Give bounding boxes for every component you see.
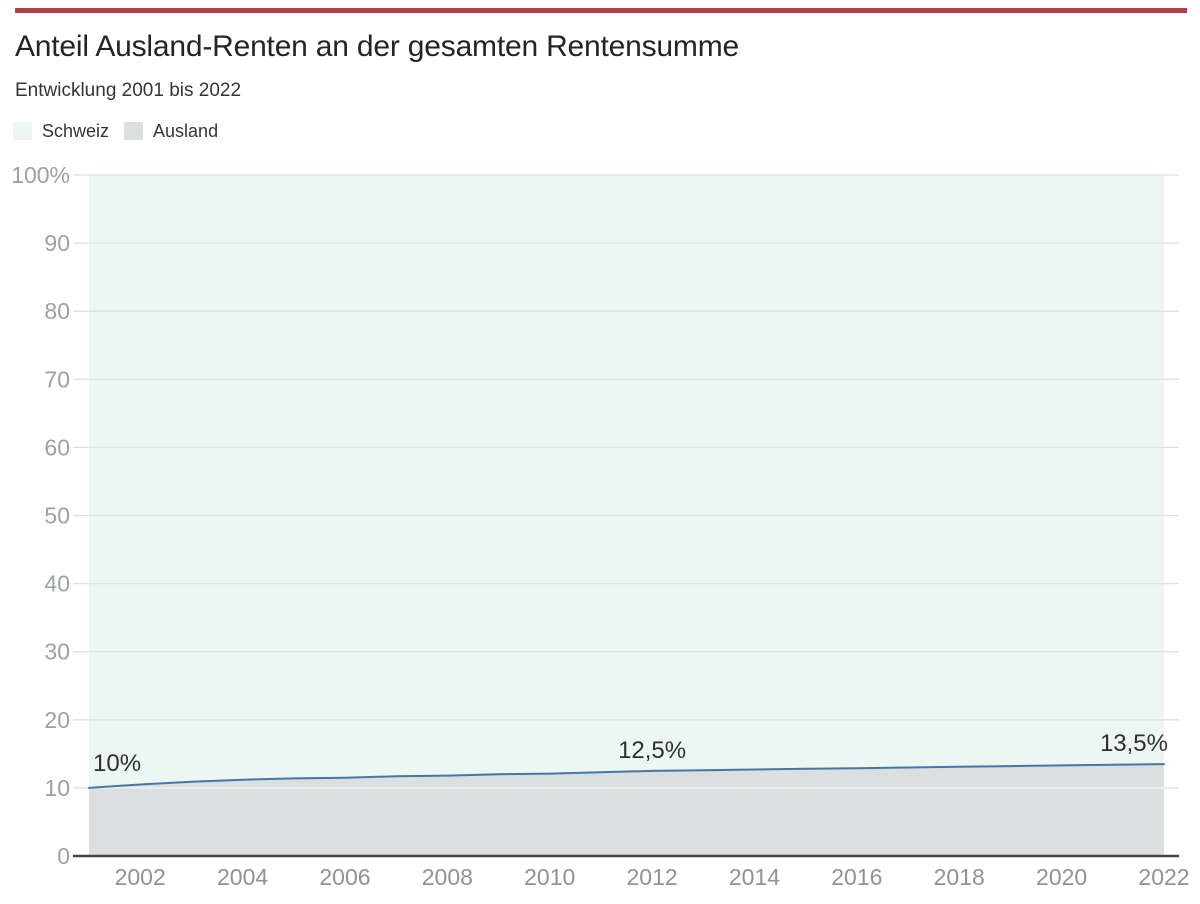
x-tick-label: 2012 <box>627 864 678 890</box>
legend: Schweiz Ausland <box>13 120 233 142</box>
chart-title: Anteil Ausland-Renten an der gesamten Re… <box>15 30 739 63</box>
y-tick-label: 20 <box>44 707 70 733</box>
data-labels: 10% 12,5% 13,5% <box>93 730 1168 777</box>
y-tick-label: 10 <box>44 775 70 801</box>
chart-subtitle: Entwicklung 2001 bis 2022 <box>15 80 242 101</box>
y-tick-label: 50 <box>44 503 70 529</box>
x-tick-label: 2014 <box>729 864 780 890</box>
y-tick-label: 0 <box>57 843 70 869</box>
x-tick-label: 2020 <box>1036 864 1087 890</box>
x-tick-label: 2018 <box>934 864 985 890</box>
y-axis-labels: 0 10 20 30 40 50 60 70 80 90 100% <box>11 162 70 869</box>
x-tick-label: 2016 <box>831 864 882 890</box>
x-tick-label: 2002 <box>115 864 166 890</box>
x-tick-label: 2004 <box>217 864 268 890</box>
data-label: 10% <box>93 750 141 777</box>
y-gridlines <box>73 174 1179 789</box>
legend-item-schweiz: Schweiz <box>13 121 109 142</box>
x-tick-label: 2006 <box>319 864 370 890</box>
legend-label: Ausland <box>153 120 219 141</box>
area-ausland <box>89 764 1164 856</box>
y-tick-label: 90 <box>44 230 70 256</box>
y-tick-label: 70 <box>44 366 70 392</box>
x-tick-label: 2008 <box>422 864 473 890</box>
data-label: 13,5% <box>1100 730 1168 757</box>
legend-label: Schweiz <box>42 120 110 141</box>
legend-swatch <box>13 122 32 140</box>
legend-item-ausland: Ausland <box>124 121 218 142</box>
data-label: 12,5% <box>618 737 686 764</box>
x-tick-label: 2022 <box>1138 864 1189 890</box>
x-tick-label: 2010 <box>524 864 575 890</box>
y-tick-label: 60 <box>44 434 70 460</box>
ausland-line <box>88 763 1165 789</box>
top-rule <box>15 8 1187 13</box>
x-axis-labels: 2002 2004 2006 2008 2010 2012 2014 2016 2018 2020… <box>115 864 1190 890</box>
gridlines-over-area <box>89 787 1164 789</box>
legend-swatch <box>124 122 144 140</box>
y-tick-label: 40 <box>44 571 70 597</box>
y-tick-label: 30 <box>44 639 70 665</box>
y-tick-label: 80 <box>44 298 70 324</box>
y-tick-label: 100% <box>11 162 70 188</box>
